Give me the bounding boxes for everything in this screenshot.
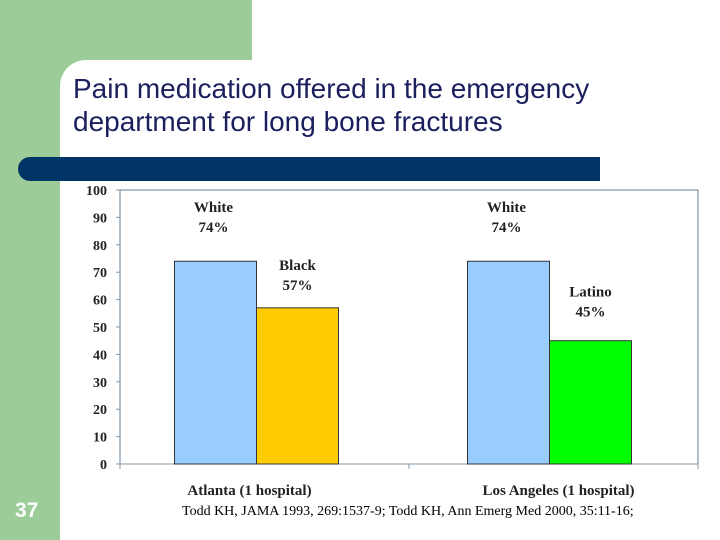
y-tick-label: 0: [100, 458, 107, 473]
background-white-top: [252, 0, 720, 60]
bar-white: [174, 260, 257, 465]
bar-group-label: White: [487, 200, 527, 216]
bar-black: [256, 307, 339, 465]
y-tick-label: 30: [93, 376, 107, 391]
y-tick-label: 20: [93, 403, 107, 418]
y-tick-label: 40: [93, 348, 107, 363]
y-tick-label: 90: [93, 211, 107, 226]
bar-group-label: Latino: [569, 285, 612, 301]
bar-group-label: White: [194, 200, 234, 216]
bar-group-label: Black: [279, 258, 316, 274]
bar-value-label: 74%: [199, 220, 229, 236]
page-number: 37: [15, 499, 39, 522]
title-divider-bar: [18, 157, 600, 181]
y-tick-label: 100: [86, 184, 107, 199]
y-tick-label: 50: [93, 321, 107, 336]
bar-white: [467, 260, 550, 465]
bar-value-label: 74%: [492, 220, 522, 236]
citation: Todd KH, JAMA 1993, 269:1537-9; Todd KH,…: [182, 504, 634, 519]
y-tick-label: 70: [93, 266, 107, 281]
bar-value-label: 57%: [283, 278, 313, 294]
x-category-label: Los Angeles (1 hospital): [482, 483, 634, 499]
y-tick-label: 80: [93, 239, 107, 254]
bar-value-label: 45%: [576, 305, 606, 321]
x-category-label: Atlanta (1 hospital): [187, 483, 311, 499]
y-tick-label: 10: [93, 431, 107, 446]
slide-title: Pain medication offered in the emergency…: [73, 73, 590, 137]
y-tick-label: 60: [93, 294, 107, 309]
bar-latino: [549, 340, 632, 465]
